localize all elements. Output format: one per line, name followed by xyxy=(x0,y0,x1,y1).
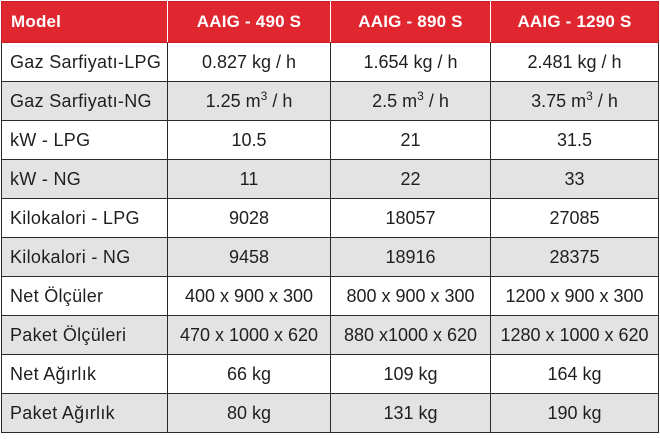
table-row: Paket Ölçüleri 470 x 1000 x 620 880 x100… xyxy=(1,315,659,355)
table-cell: 18057 xyxy=(330,198,491,238)
table-cell: 190 kg xyxy=(490,393,659,433)
table-cell: 66 kg xyxy=(167,354,331,394)
table-cell: 0.827 kg / h xyxy=(167,42,331,82)
table-cell: 28375 xyxy=(490,237,659,277)
table-row: Gaz Sarfiyatı-NG 1.25 m3 / h 2.5 m3 / h … xyxy=(1,81,659,121)
header-cell-aaig-1290s: AAIG - 1290 S xyxy=(490,1,659,43)
table-cell: 400 x 900 x 300 xyxy=(167,276,331,316)
table-cell: 109 kg xyxy=(330,354,491,394)
table-cell: 27085 xyxy=(490,198,659,238)
table-cell: 2.5 m3 / h xyxy=(330,81,491,121)
table-row: Gaz Sarfiyatı-LPG 0.827 kg / h 1.654 kg … xyxy=(1,42,659,82)
table-cell: 21 xyxy=(330,120,491,160)
row-label: Net Ağırlık xyxy=(1,354,168,394)
row-label: Paket Ağırlık xyxy=(1,393,168,433)
cell-value-suffix: / h xyxy=(592,90,618,111)
row-label: kW - NG xyxy=(1,159,168,199)
header-cell-model: Model xyxy=(1,1,168,43)
cell-value-superscript: 3 xyxy=(586,88,593,103)
table-body: Gaz Sarfiyatı-LPG 0.827 kg / h 1.654 kg … xyxy=(1,42,659,433)
cell-value-suffix: / h xyxy=(267,90,293,111)
table-cell: 3.75 m3 / h xyxy=(490,81,659,121)
table-cell: 800 x 900 x 300 xyxy=(330,276,491,316)
cell-value-prefix: 1.25 m xyxy=(205,90,261,111)
table-cell: 33 xyxy=(490,159,659,199)
row-label: kW - LPG xyxy=(1,120,168,160)
cell-value-superscript: 3 xyxy=(417,88,424,103)
table-cell: 9458 xyxy=(167,237,331,277)
row-label: Kilokalori - NG xyxy=(1,237,168,277)
table-cell: 2.481 kg / h xyxy=(490,42,659,82)
table-row: Net Ölçüler 400 x 900 x 300 800 x 900 x … xyxy=(1,276,659,316)
cell-value-prefix: 3.75 m xyxy=(531,90,587,111)
header-cell-aaig-490s: AAIG - 490 S xyxy=(167,1,331,43)
cell-value-superscript: 3 xyxy=(260,88,268,103)
table-cell: 131 kg xyxy=(330,393,491,433)
table-cell: 1280 x 1000 x 620 xyxy=(490,315,659,355)
table-row: Kilokalori - NG 9458 18916 28375 xyxy=(1,237,659,277)
row-label: Kilokalori - LPG xyxy=(1,198,168,238)
table-cell: 1.654 kg / h xyxy=(330,42,491,82)
table-cell: 22 xyxy=(330,159,491,199)
table-row: Net Ağırlık 66 kg 109 kg 164 kg xyxy=(1,354,659,394)
table-cell: 470 x 1000 x 620 xyxy=(167,315,331,355)
row-label: Net Ölçüler xyxy=(1,276,168,316)
table-cell: 1.25 m3 / h xyxy=(167,81,331,121)
table-row: kW - NG 11 22 33 xyxy=(1,159,659,199)
header-cell-aaig-890s: AAIG - 890 S xyxy=(330,1,491,43)
table-cell: 18916 xyxy=(330,237,491,277)
row-label: Gaz Sarfiyatı-NG xyxy=(1,81,168,121)
cell-value-suffix: / h xyxy=(423,90,449,111)
table-cell: 9028 xyxy=(167,198,331,238)
cell-value-prefix: 2.5 m xyxy=(372,90,418,111)
header-row: Model AAIG - 490 S AAIG - 890 S AAIG - 1… xyxy=(1,1,659,43)
table-cell: 1200 x 900 x 300 xyxy=(490,276,659,316)
table-cell: 164 kg xyxy=(490,354,659,394)
row-label: Gaz Sarfiyatı-LPG xyxy=(1,42,168,82)
table-cell: 80 kg xyxy=(167,393,331,433)
row-label: Paket Ölçüleri xyxy=(1,315,168,355)
table-cell: 11 xyxy=(167,159,331,199)
table-header: Model AAIG - 490 S AAIG - 890 S AAIG - 1… xyxy=(1,1,659,43)
table-cell: 880 x1000 x 620 xyxy=(330,315,491,355)
table-row: Paket Ağırlık 80 kg 131 kg 190 kg xyxy=(1,393,659,433)
table-cell: 10.5 xyxy=(167,120,331,160)
table-row: Kilokalori - LPG 9028 18057 27085 xyxy=(1,198,659,238)
table-cell: 31.5 xyxy=(490,120,659,160)
table-row: kW - LPG 10.5 21 31.5 xyxy=(1,120,659,160)
